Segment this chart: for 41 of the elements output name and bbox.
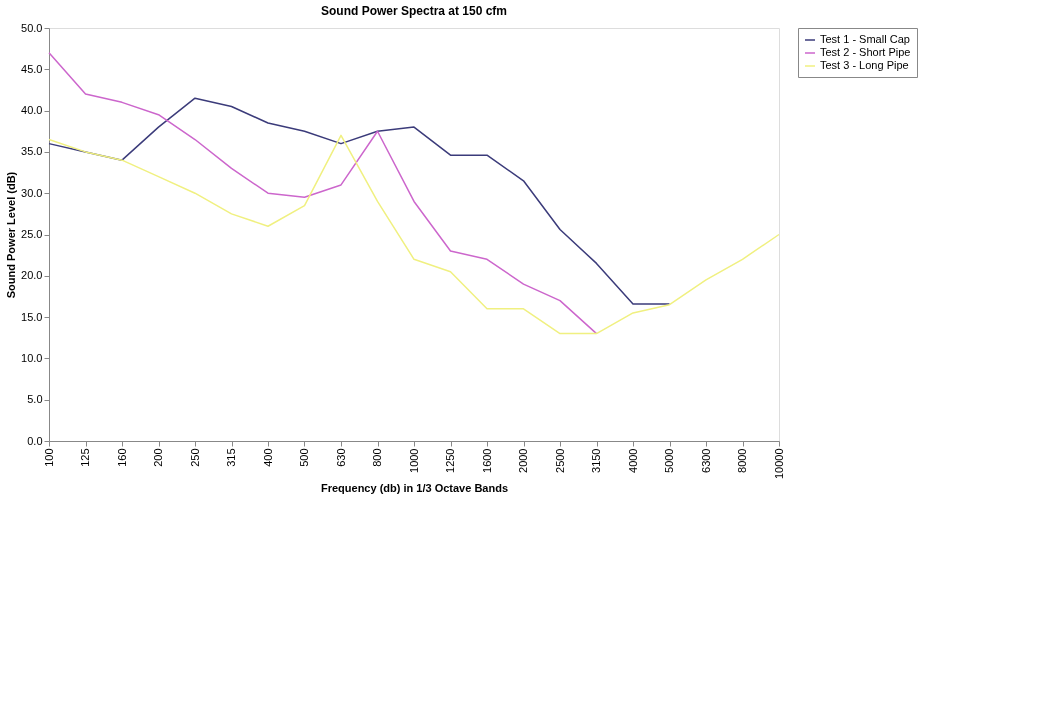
legend-label: Test 3 - Long Pipe bbox=[820, 59, 909, 71]
x-tick-label: 10000 bbox=[772, 448, 785, 480]
x-tick-label: 400 bbox=[261, 448, 274, 467]
legend-label: Test 2 - Short Pipe bbox=[820, 46, 911, 58]
x-tick-label: 1600 bbox=[480, 448, 493, 473]
line-series bbox=[48, 134, 780, 335]
x-tick-label: 200 bbox=[152, 448, 164, 467]
y-tick-label: 40.0 bbox=[21, 104, 43, 117]
x-tick-label: 630 bbox=[334, 448, 347, 467]
y-tick-label: 30.0 bbox=[21, 186, 43, 199]
y-tick-label: 35.0 bbox=[21, 145, 43, 158]
x-tick-label: 2500 bbox=[553, 448, 566, 473]
x-axis-title: Frequency (db) in 1/3 Octave Bands bbox=[320, 482, 509, 495]
x-tick-label: 6300 bbox=[699, 448, 712, 473]
legend-label: Test 1 - Small Cap bbox=[820, 33, 910, 45]
x-tick-label: 5000 bbox=[663, 448, 675, 473]
x-tick-label: 4000 bbox=[626, 448, 639, 473]
x-tick-label: 125 bbox=[79, 448, 91, 467]
y-tick-label: 10.0 bbox=[21, 351, 43, 364]
x-tick-label: 8000 bbox=[736, 448, 748, 473]
line-series bbox=[48, 97, 671, 305]
y-tick-label: 50.0 bbox=[21, 21, 43, 34]
y-axis-title: Sound Power Level (dB) bbox=[5, 171, 18, 299]
y-tick-label: 15.0 bbox=[21, 310, 43, 323]
x-tick-label: 250 bbox=[188, 448, 201, 467]
x-tick-label: 2000 bbox=[517, 448, 529, 473]
x-tick-label: 1250 bbox=[444, 448, 456, 473]
x-tick-label: 315 bbox=[225, 448, 237, 467]
y-tick-label: 5.0 bbox=[27, 393, 43, 406]
x-tick-label: 3150 bbox=[590, 448, 602, 473]
x-tick-label: 160 bbox=[115, 448, 128, 467]
y-tick-label: 25.0 bbox=[21, 228, 43, 240]
line-series bbox=[48, 52, 598, 335]
y-tick-label: 0.0 bbox=[27, 434, 43, 447]
x-tick-label: 800 bbox=[371, 448, 383, 467]
x-tick-label: 100 bbox=[42, 448, 55, 467]
y-tick-label: 45.0 bbox=[21, 62, 43, 75]
y-tick-label: 20.0 bbox=[21, 269, 43, 282]
chart-title: Sound Power Spectra at 150 cfm bbox=[320, 4, 508, 18]
x-tick-label: 1000 bbox=[407, 448, 420, 473]
x-tick-label: 500 bbox=[298, 448, 310, 467]
